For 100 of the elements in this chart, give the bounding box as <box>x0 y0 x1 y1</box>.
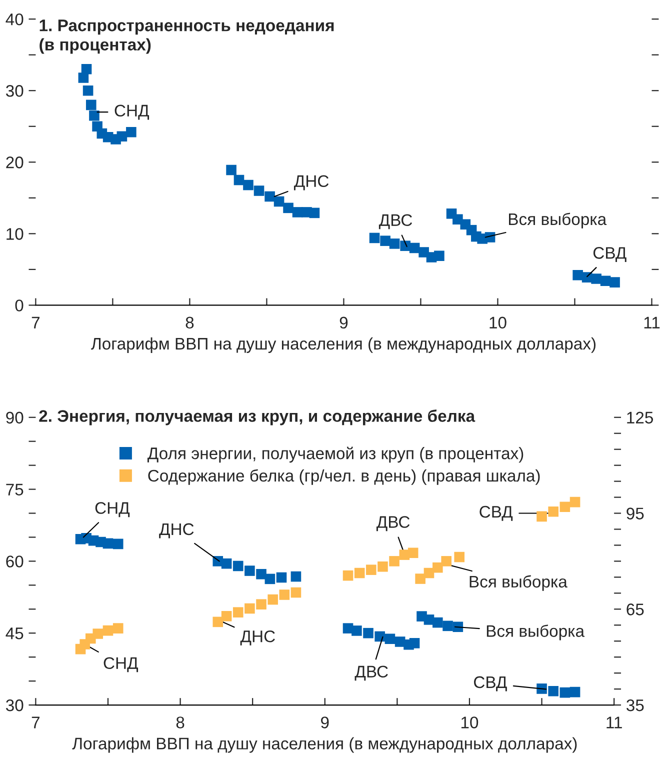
point <box>232 607 244 618</box>
y-tick-label: 75 <box>6 484 24 496</box>
point <box>221 611 232 622</box>
annotation: ДВС <box>354 666 388 681</box>
legend-label: Содержание белка (гр/чел. в день) (правая шкала) <box>148 469 540 485</box>
x-tick-label: 11 <box>606 716 622 728</box>
annotation: СВД <box>474 676 507 692</box>
point <box>112 623 124 634</box>
x-axis-title: Логарифм ВВП на душу населения (в международных долларах) <box>72 737 577 753</box>
point <box>309 208 320 218</box>
point <box>352 626 362 636</box>
point <box>380 236 390 246</box>
annotation: СНД <box>95 502 130 518</box>
point <box>221 558 232 569</box>
point <box>548 686 558 696</box>
point <box>232 560 244 572</box>
point <box>112 538 124 550</box>
point <box>256 599 266 610</box>
point <box>89 110 100 121</box>
y2-tick-label: 125 <box>627 412 653 424</box>
point <box>548 506 558 517</box>
point <box>264 574 276 584</box>
point <box>234 174 244 186</box>
y-tick-label: 40 <box>6 13 24 26</box>
point <box>290 587 302 598</box>
point <box>279 590 290 600</box>
annotation: СВД <box>480 506 513 521</box>
x-tick-label: 8 <box>186 316 194 329</box>
point <box>244 603 255 614</box>
point <box>82 85 94 96</box>
y-tick-label: 10 <box>6 228 24 240</box>
y-tick-label: 30 <box>6 85 24 97</box>
x-tick-label: 9 <box>321 716 329 728</box>
y2-tick-label: 95 <box>626 508 644 520</box>
point <box>276 572 287 583</box>
point <box>369 232 380 244</box>
point <box>389 238 400 249</box>
annotation: ДНС <box>240 630 275 646</box>
point <box>441 556 452 566</box>
annotation: Вся выборка <box>486 624 585 640</box>
point <box>454 552 465 562</box>
point <box>432 617 443 628</box>
annotation: ДВС <box>378 214 412 230</box>
point <box>81 64 92 74</box>
point <box>560 687 570 698</box>
point <box>610 277 620 288</box>
annotation: Вся выборка <box>509 212 607 228</box>
point <box>409 638 420 648</box>
annotation: СНД <box>114 104 150 120</box>
x-tick-label: 7 <box>32 316 40 328</box>
point <box>570 686 580 698</box>
x-axis-title: Логарифм ВВП на душу населения (в международных долларах) <box>91 337 596 353</box>
point <box>570 496 580 508</box>
text: 1. Распространенность недоедания (в процентах) <box>40 20 334 54</box>
y-tick-label: 20 <box>6 156 24 168</box>
point <box>384 634 396 644</box>
point <box>283 202 294 214</box>
point <box>600 276 611 286</box>
point <box>442 620 453 632</box>
y2-tick-label: 35 <box>626 699 644 712</box>
point <box>254 186 264 196</box>
point <box>226 164 236 176</box>
point <box>591 274 602 284</box>
point <box>243 180 254 190</box>
point <box>378 561 388 572</box>
point <box>212 616 224 628</box>
point <box>432 562 443 573</box>
point <box>560 502 570 512</box>
x-tick-label: 11 <box>644 316 660 328</box>
annotation: СНД <box>104 657 138 672</box>
point <box>572 270 583 280</box>
y-tick-label: 0 <box>15 300 24 312</box>
y-tick-label: 45 <box>6 628 24 640</box>
point <box>434 250 444 261</box>
point <box>452 622 464 632</box>
point <box>274 196 284 207</box>
point <box>374 631 385 642</box>
point <box>244 566 255 576</box>
x-tick-label: 7 <box>32 716 40 728</box>
point <box>363 628 374 638</box>
point <box>264 191 275 202</box>
point <box>86 100 96 110</box>
point <box>268 594 278 605</box>
point <box>389 556 400 566</box>
point <box>342 570 354 581</box>
point <box>92 628 104 639</box>
point <box>536 511 547 522</box>
point <box>102 625 114 636</box>
chart-title: 2. Энергия, получаемая из круп, и содержание белка <box>39 410 476 426</box>
y-tick-label: 30 <box>6 699 24 712</box>
annotation: Вся выборка <box>470 575 568 591</box>
annotation: ДНС <box>294 175 329 190</box>
point <box>256 568 266 580</box>
point <box>354 568 365 578</box>
point <box>366 564 376 575</box>
point <box>102 538 114 549</box>
point <box>116 131 128 142</box>
y-tick-label: 90 <box>6 412 24 424</box>
annotation: ДВС <box>376 516 410 532</box>
annotation: ДНС <box>159 523 194 538</box>
